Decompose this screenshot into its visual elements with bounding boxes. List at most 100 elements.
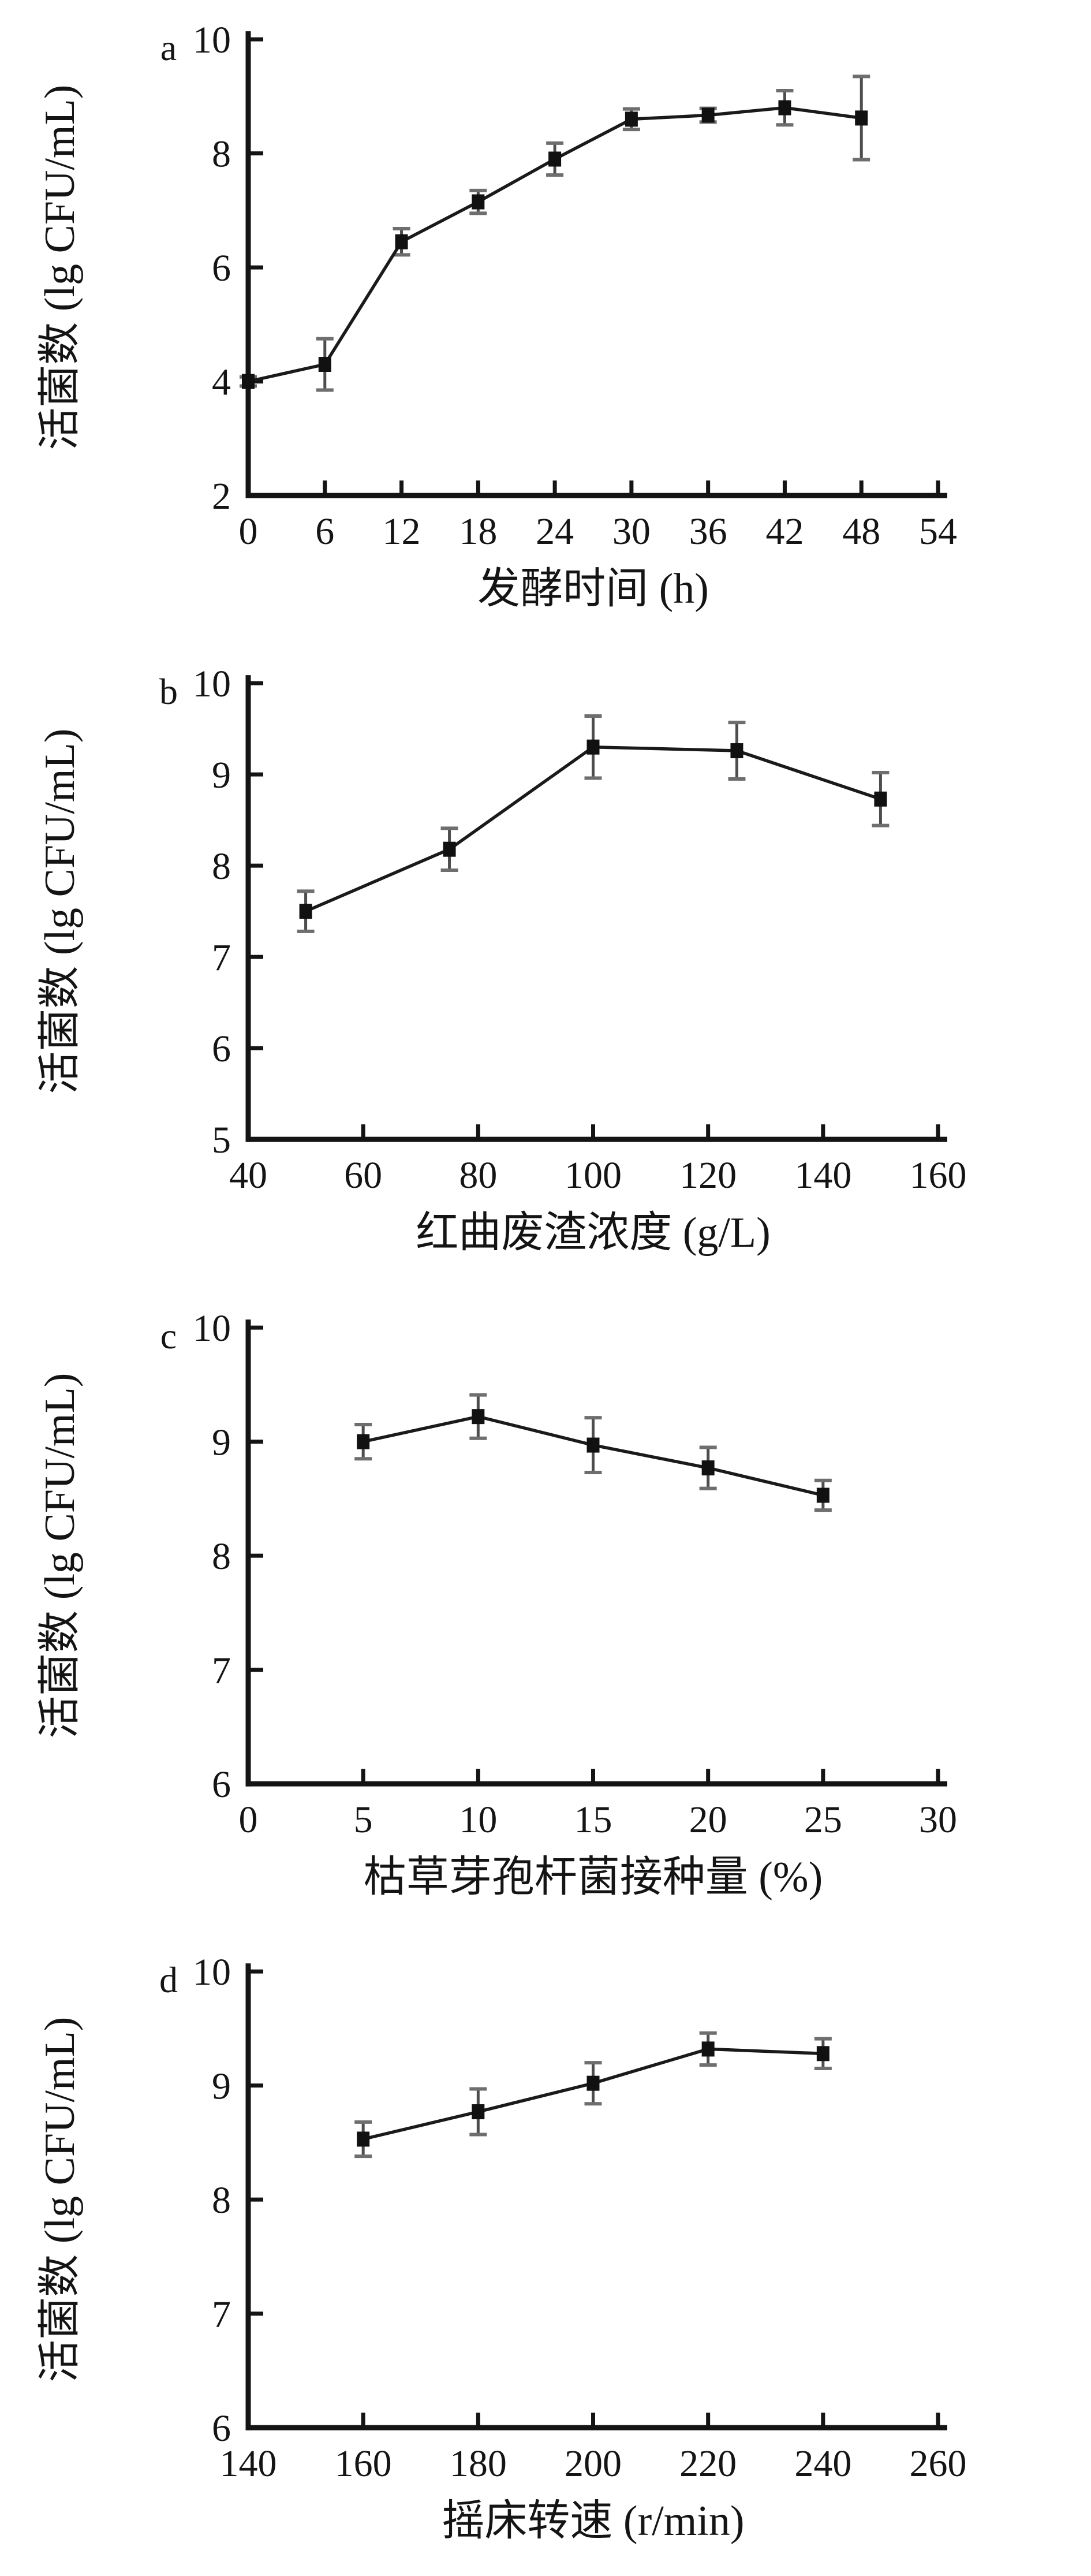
x-tick-label: 0	[239, 510, 258, 553]
x-tick-label: 140	[794, 1154, 851, 1196]
y-tick-label: 7	[212, 1649, 231, 1691]
x-tick-label: 220	[679, 2443, 737, 2485]
data-point-marker	[357, 2131, 370, 2147]
panel-letter: c	[160, 1315, 177, 1356]
data-points	[357, 2041, 830, 2147]
y-tick-label: 6	[212, 1028, 231, 1070]
x-tick-label: 20	[689, 1799, 727, 1841]
y-tick-label: 9	[212, 754, 231, 796]
y-axis-title: 活菌数 (lg CFU/mL)	[36, 2016, 84, 2382]
y-tick-label: 8	[212, 2179, 231, 2221]
data-point-marker	[548, 151, 562, 167]
chart-b-svg: 40 60 80 100 120 140 160 5 6 7 8 9 10 b 红曲废渣浓度 (g/L) 活菌…	[36, 663, 967, 1257]
data-point-marker	[816, 2046, 830, 2061]
x-tick-label: 160	[335, 2443, 392, 2485]
x-axis-title: 红曲废渣浓度 (g/L)	[416, 1209, 771, 1257]
data-point-marker	[395, 234, 408, 249]
y-tick-label: 6	[212, 2407, 231, 2450]
x-tick-label: 24	[536, 510, 574, 553]
data-points	[242, 100, 868, 389]
data-point-marker	[855, 110, 868, 126]
panel-b: 40 60 80 100 120 140 160 5 6 7 8 9 10 b 红曲废渣浓度 (g/L) 活菌…	[0, 644, 1091, 1288]
data-point-marker	[701, 2041, 715, 2057]
data-point-marker	[357, 1434, 370, 1449]
y-tick-label: 8	[212, 845, 231, 888]
y-tick-label: 8	[212, 1535, 231, 1578]
x-tick-label: 54	[919, 510, 957, 553]
x-tick-label: 80	[459, 1154, 497, 1196]
data-points	[357, 1408, 830, 1503]
x-tick-label: 30	[612, 510, 651, 553]
y-tick-label: 9	[212, 2065, 231, 2107]
x-tick-label: 40	[229, 1154, 267, 1196]
panel-letter: d	[159, 1959, 178, 2000]
data-point-marker	[586, 739, 600, 755]
x-tick-label: 12	[383, 510, 421, 553]
y-tick-label: 7	[212, 2293, 231, 2335]
x-axis-title: 发酵时间 (h)	[477, 565, 709, 613]
x-tick-label: 30	[919, 1799, 957, 1841]
panel-d: 140 160 180 200 220 240 260 6 7 8 9 10 d 摇床转速 (r/min)…	[0, 1932, 1091, 2576]
x-tick-label: 180	[450, 2443, 507, 2485]
y-tick-label: 10	[193, 663, 231, 705]
data-point-marker	[242, 374, 255, 389]
data-point-marker	[778, 100, 791, 115]
x-tick-label: 48	[842, 510, 880, 553]
data-point-marker	[443, 841, 456, 857]
error-bars	[354, 1393, 832, 1512]
data-point-marker	[472, 1408, 485, 1424]
x-axis-title: 枯草芽孢杆菌接种量 (%)	[364, 1854, 823, 1901]
y-tick-label: 4	[212, 361, 231, 404]
axes: 40 60 80 100 120 140 160 5 6 7 8 9 10	[193, 663, 967, 1196]
y-tick-label: 7	[212, 937, 231, 979]
y-tick-label: 8	[212, 133, 231, 176]
x-tick-label: 140	[220, 2443, 277, 2485]
y-axis-title: 活菌数 (lg CFU/mL)	[36, 1373, 84, 1738]
x-axis-title: 摇床转速 (r/min)	[442, 2497, 744, 2545]
data-point-marker	[472, 194, 485, 210]
x-tick-label: 25	[804, 1799, 842, 1841]
x-tick-label: 15	[574, 1799, 612, 1841]
x-tick-label: 36	[689, 510, 727, 553]
x-tick-label: 200	[565, 2443, 622, 2485]
x-tick-label: 18	[459, 510, 497, 553]
axes: 140 160 180 200 220 240 260 6 7 8 9 10	[193, 1951, 967, 2485]
data-points	[299, 739, 887, 919]
x-tick-label: 42	[765, 510, 804, 553]
data-point-marker	[730, 743, 743, 759]
data-point-marker	[586, 2075, 600, 2091]
error-bars	[354, 2031, 832, 2158]
y-tick-label: 5	[212, 1119, 231, 1161]
x-tick-label: 6	[315, 510, 334, 553]
y-tick-label: 9	[212, 1421, 231, 1463]
data-point-marker	[472, 2104, 485, 2119]
data-point-marker	[701, 107, 715, 123]
y-tick-label: 2	[212, 475, 231, 517]
x-tick-label: 260	[910, 2443, 967, 2485]
data-point-marker	[625, 111, 638, 127]
data-point-marker	[701, 1460, 715, 1475]
x-tick-label: 0	[239, 1799, 258, 1841]
axes: 0 5 10 15 20 25 30 6 7 8 9 10	[193, 1307, 957, 1841]
data-point-marker	[318, 357, 331, 372]
data-point-marker	[816, 1487, 830, 1503]
y-tick-label: 10	[193, 19, 231, 61]
y-tick-label: 10	[193, 1307, 231, 1349]
x-tick-label: 10	[459, 1799, 497, 1841]
error-bars	[240, 74, 870, 392]
data-point-marker	[299, 904, 312, 919]
panel-c: 0 5 10 15 20 25 30 6 7 8 9 10 c 枯草芽孢杆菌接种量 (%) 活菌数 (lg …	[0, 1288, 1091, 1932]
panel-letter: a	[160, 27, 177, 68]
x-tick-label: 100	[565, 1154, 622, 1196]
y-tick-label: 10	[193, 1951, 231, 1993]
y-tick-label: 6	[212, 247, 231, 289]
y-tick-label: 6	[212, 1764, 231, 1806]
panel-a: 0 6 12 18 24 30 36 42 48 54 2 4 6 8 10 a 发酵时间 (h) 活菌数 (lg…	[0, 0, 1091, 644]
y-axis-title: 活菌数 (lg CFU/mL)	[36, 729, 84, 1094]
chart-d-svg: 140 160 180 200 220 240 260 6 7 8 9 10 d 摇床转速 (r/min)…	[36, 1951, 967, 2545]
x-tick-label: 120	[679, 1154, 737, 1196]
y-axis-title: 活菌数 (lg CFU/mL)	[36, 85, 84, 450]
